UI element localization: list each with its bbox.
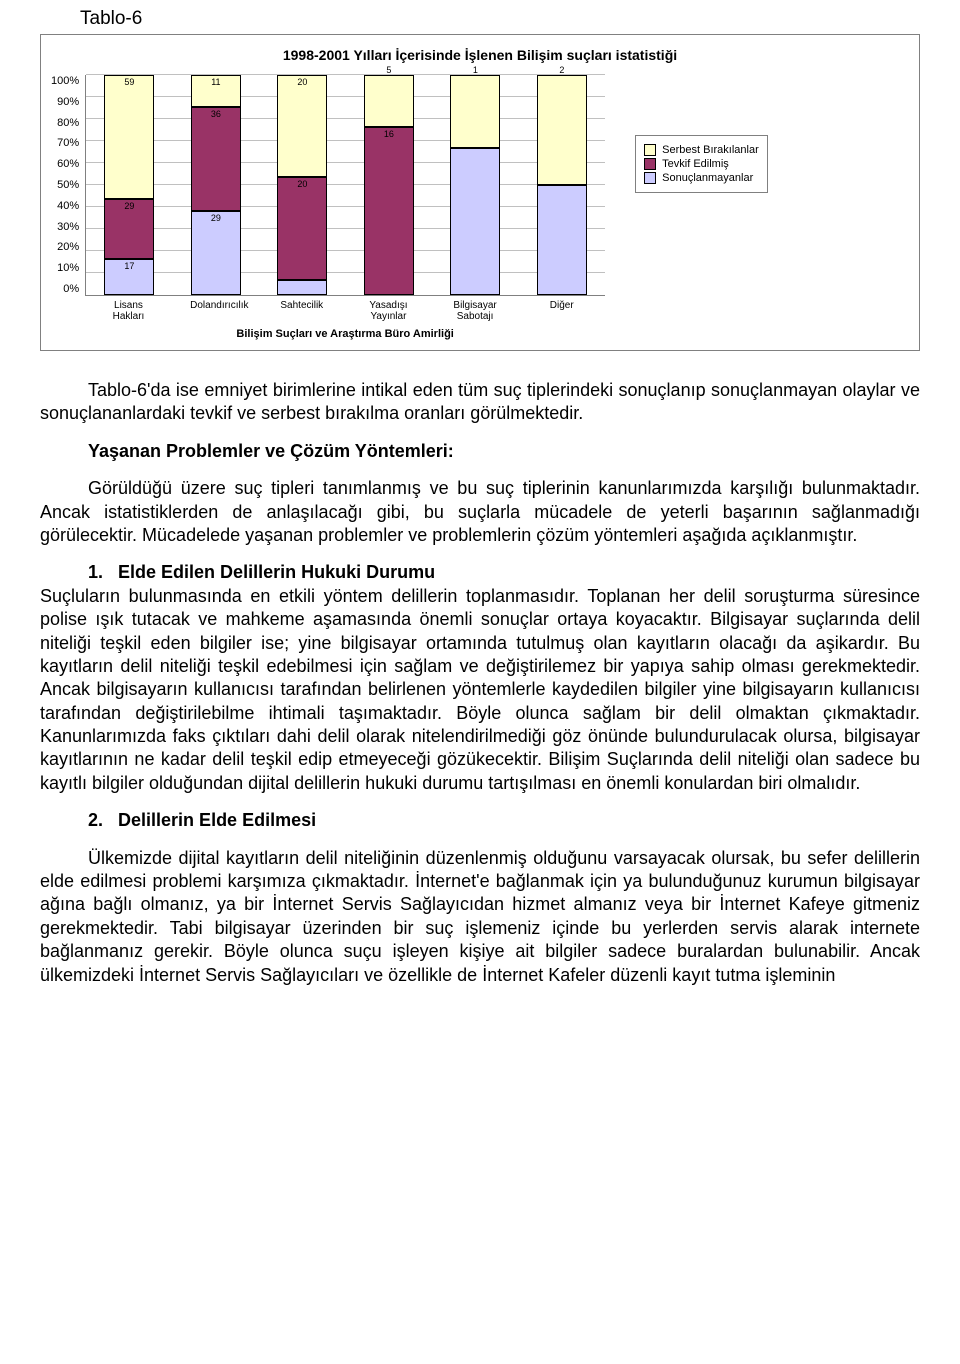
legend-label: Serbest Bırakılanlar [662, 144, 759, 156]
legend-swatch [644, 172, 656, 184]
gridline [86, 96, 605, 97]
chart-subtitle: Bilişim Suçları ve Araştırma Büro Amirli… [85, 328, 605, 340]
legend-label: Sonuçlanmayanlar [662, 172, 753, 184]
y-tick: 90% [57, 96, 79, 108]
section-2-block: 2. Delillerin Elde Edilmesi [40, 809, 920, 832]
y-tick: 70% [57, 137, 79, 149]
gridline [86, 206, 605, 207]
section-2-title: Delillerin Elde Edilmesi [118, 810, 316, 830]
bar-segment: 59 [104, 75, 154, 199]
bar-column: 3 20 20 [277, 75, 327, 295]
legend-swatch [644, 144, 656, 156]
section-heading-problems: Yaşanan Problemler ve Çözüm Yöntemleri: [40, 440, 920, 463]
gridline [86, 74, 605, 75]
page: Tablo-6 1998-2001 Yılları İçerisinde İşl… [0, 8, 960, 1021]
bar-segment: 1 [450, 75, 500, 148]
bar-segment: 2 [537, 75, 587, 185]
bar-column: 17 29 59 [104, 75, 154, 295]
legend-row: Serbest Bırakılanlar [644, 144, 759, 156]
y-tick: 80% [57, 117, 79, 129]
y-tick: 20% [57, 241, 79, 253]
y-axis: 100% 90% 80% 70% 60% 50% 40% 30% 20% 10% 0% [51, 75, 85, 295]
x-tick: Yasadışı Yayınlar [363, 300, 413, 322]
segment-label: 20 [278, 179, 326, 189]
bar-segment: 3 [277, 280, 327, 295]
x-tick: Lisans Hakları [103, 300, 153, 322]
chart-container: 1998-2001 Yılları İçerisinde İşlenen Bil… [40, 34, 920, 351]
paragraph-2: Görüldüğü üzere suç tipleri tanımlanmış … [40, 477, 920, 547]
y-tick: 60% [57, 158, 79, 170]
gridline [86, 272, 605, 273]
section-1-block: 1. Elde Edilen Delillerin Hukuki Durumu … [40, 561, 920, 795]
gridline [86, 184, 605, 185]
legend: Serbest Bırakılanlar Tevkif Edilmiş Sonuçl… [635, 135, 768, 193]
table-title: Tablo-6 [80, 8, 920, 30]
gridline [86, 162, 605, 163]
gridline [86, 118, 605, 119]
segment-label: 16 [365, 129, 413, 139]
gridline [86, 228, 605, 229]
bar-segment: 17 [104, 259, 154, 295]
x-tick: Sahtecilik [277, 300, 327, 322]
x-axis: Lisans Hakları Dolandırıcılık Sahtecilik Ya… [85, 300, 605, 322]
section-1-title: Elde Edilen Delillerin Hukuki Durumu [118, 562, 435, 582]
y-tick: 30% [57, 221, 79, 233]
legend-row: Sonuçlanmayanlar [644, 172, 759, 184]
chart-body: 100% 90% 80% 70% 60% 50% 40% 30% 20% 10% 0% 17 29 59… [51, 75, 909, 340]
bar-segment: 2 [537, 185, 587, 295]
bar-segment: 20 [277, 177, 327, 279]
segment-label: 1 [451, 65, 499, 75]
paragraph-3: Suçluların bulunmasında en etkili yöntem… [40, 586, 920, 793]
x-tick: Dolandırıcılık [190, 300, 240, 322]
segment-label: 17 [105, 261, 153, 271]
legend-swatch [644, 158, 656, 170]
paragraph-1: Tablo-6'da ise emniyet birimlerine intik… [40, 379, 920, 426]
paragraph-4: Ülkemizde dijital kayıtların delil nitel… [40, 847, 920, 987]
chart-title: 1998-2001 Yılları İçerisinde İşlenen Bil… [51, 47, 909, 63]
segment-label: 29 [105, 201, 153, 211]
gridline [86, 140, 605, 141]
legend-label: Tevkif Edilmiş [662, 158, 729, 170]
bar-segment: 36 [191, 107, 241, 211]
bar-segment: 11 [191, 75, 241, 107]
segment-label: 36 [192, 109, 240, 119]
x-tick: Diğer [537, 300, 587, 322]
bar-column: 165 [364, 75, 414, 295]
legend-row: Tevkif Edilmiş [644, 158, 759, 170]
bar-column: 202 [537, 75, 587, 295]
plot-area: 17295929361132020165201202 [85, 75, 605, 296]
segment-label: 11 [192, 77, 240, 87]
y-tick: 40% [57, 200, 79, 212]
y-tick: 50% [57, 179, 79, 191]
bar-segment: 5 [364, 75, 414, 127]
y-tick: 0% [63, 283, 79, 295]
y-tick: 10% [57, 262, 79, 274]
section-2-number: 2. [88, 810, 103, 830]
y-tick: 100% [51, 75, 79, 87]
section-1-number: 1. [88, 562, 103, 582]
segment-label: 20 [278, 77, 326, 87]
body-text: Tablo-6'da ise emniyet birimlerine intik… [40, 379, 920, 987]
bar-segment: 2 [450, 148, 500, 295]
bar-column: 29 36 11 [191, 75, 241, 295]
bar-column: 201 [450, 75, 500, 295]
segment-label: 29 [192, 213, 240, 223]
bar-segment: 20 [277, 75, 327, 177]
segment-label: 5 [365, 65, 413, 75]
x-tick: Bilgisayar Sabotajı [450, 300, 500, 322]
segment-label: 2 [538, 65, 586, 75]
gridline [86, 250, 605, 251]
bar-segment: 16 [364, 127, 414, 295]
heading-text: Yaşanan Problemler ve Çözüm Yöntemleri: [88, 441, 454, 461]
plot-wrap: 17295929361132020165201202 Lisans Haklar… [85, 75, 605, 340]
segment-label: 59 [105, 77, 153, 87]
bar-segment: 29 [104, 199, 154, 260]
bar-segment: 29 [191, 211, 241, 295]
